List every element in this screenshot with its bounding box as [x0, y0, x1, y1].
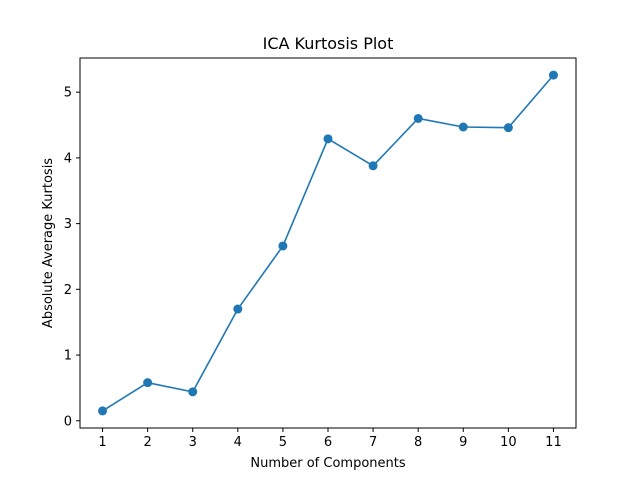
x-tick-label: 6	[324, 435, 332, 450]
x-axis-label: Number of Components	[250, 456, 405, 471]
plot-area: 1 2 3 4 5 6 7 8 9 10 11 0 1 2 3 4 5	[64, 70, 562, 450]
x-tick-label: 5	[279, 435, 287, 450]
data-point	[368, 161, 378, 171]
x-tick-label: 1	[98, 435, 106, 450]
x-tick-label: 9	[459, 435, 467, 450]
data-point	[278, 241, 288, 251]
x-tick-label: 8	[414, 435, 422, 450]
data-point	[143, 378, 153, 388]
plot-frame	[79, 57, 577, 429]
x-tick-label: 3	[189, 435, 197, 450]
y-axis-label: Absolute Average Kurtosis	[41, 158, 56, 328]
chart-title: ICA Kurtosis Plot	[263, 34, 394, 53]
data-point	[233, 304, 243, 314]
y-tick-label: 5	[64, 86, 72, 101]
y-tick-label: 1	[64, 349, 72, 364]
x-tick-label: 4	[234, 435, 242, 450]
data-point	[503, 123, 513, 133]
x-tick-label: 7	[369, 435, 377, 450]
data-point	[458, 122, 468, 132]
data-point	[98, 406, 108, 416]
data-point	[323, 134, 333, 144]
data-point	[188, 387, 198, 397]
x-tick-label: 2	[143, 435, 151, 450]
y-tick-label: 3	[64, 217, 72, 232]
x-tick-label: 10	[500, 435, 517, 450]
y-tick-label: 4	[64, 151, 72, 166]
data-point	[548, 70, 558, 80]
y-tick-label: 2	[64, 283, 72, 298]
x-tick-label: 11	[545, 435, 562, 450]
y-tick-label: 0	[64, 414, 72, 429]
data-point	[413, 113, 423, 123]
